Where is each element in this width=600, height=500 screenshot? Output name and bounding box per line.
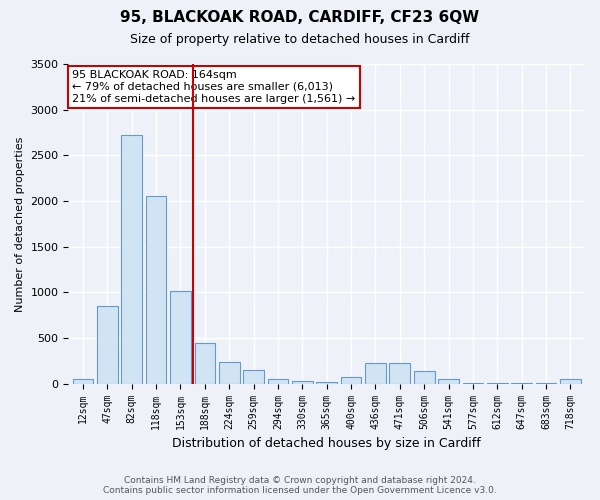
Bar xyxy=(268,379,289,384)
Bar xyxy=(194,342,215,384)
Bar xyxy=(243,370,264,384)
Bar xyxy=(414,371,434,384)
Bar xyxy=(316,382,337,384)
Bar xyxy=(219,362,239,384)
Bar xyxy=(170,290,191,384)
Text: Contains HM Land Registry data © Crown copyright and database right 2024.
Contai: Contains HM Land Registry data © Crown c… xyxy=(103,476,497,495)
Bar xyxy=(463,383,483,384)
Bar xyxy=(560,379,581,384)
Bar xyxy=(389,362,410,384)
Text: Size of property relative to detached houses in Cardiff: Size of property relative to detached ho… xyxy=(130,32,470,46)
X-axis label: Distribution of detached houses by size in Cardiff: Distribution of detached houses by size … xyxy=(172,437,481,450)
Bar xyxy=(341,378,361,384)
Bar xyxy=(146,196,166,384)
Bar xyxy=(365,362,386,384)
Bar xyxy=(438,379,459,384)
Text: 95 BLACKOAK ROAD: 164sqm
← 79% of detached houses are smaller (6,013)
21% of sem: 95 BLACKOAK ROAD: 164sqm ← 79% of detach… xyxy=(72,70,355,104)
Bar xyxy=(73,379,94,384)
Bar xyxy=(121,135,142,384)
Bar xyxy=(292,381,313,384)
Y-axis label: Number of detached properties: Number of detached properties xyxy=(15,136,25,312)
Bar xyxy=(97,306,118,384)
Text: 95, BLACKOAK ROAD, CARDIFF, CF23 6QW: 95, BLACKOAK ROAD, CARDIFF, CF23 6QW xyxy=(121,10,479,25)
